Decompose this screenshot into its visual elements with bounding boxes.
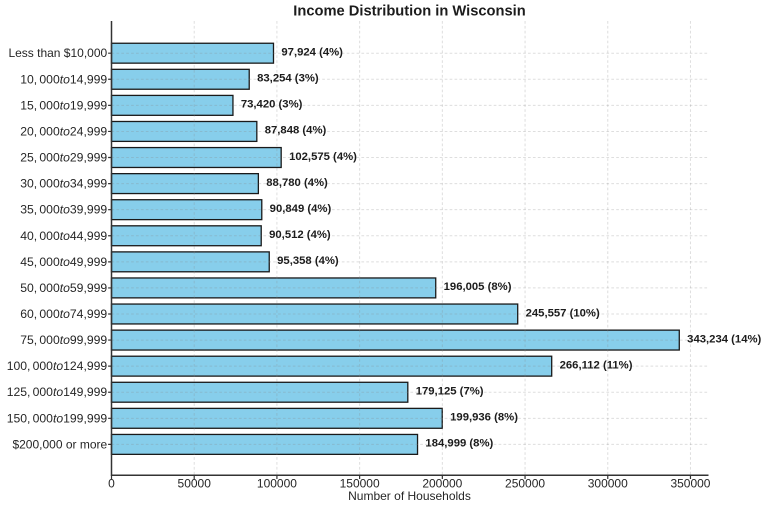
- svg-text:300000: 300000: [588, 477, 628, 491]
- svg-text:184,999 (8%): 184,999 (8%): [425, 438, 493, 450]
- svg-text:100,000to124,999: 100, 000to124,999: [7, 359, 108, 373]
- svg-text:95,358 (4%): 95,358 (4%): [277, 255, 339, 267]
- svg-text:350000: 350000: [670, 477, 710, 491]
- svg-text:0: 0: [108, 477, 115, 491]
- svg-text:87,848 (4%): 87,848 (4%): [265, 125, 327, 137]
- svg-text:83,254 (3%): 83,254 (3%): [257, 73, 319, 85]
- svg-text:73,420 (3%): 73,420 (3%): [241, 99, 303, 111]
- svg-text:100000: 100000: [257, 477, 297, 491]
- svg-text:45,000to49,999: 45, 000to49,999: [20, 255, 107, 269]
- svg-text:266,112 (11%): 266,112 (11%): [560, 359, 633, 371]
- svg-text:200000: 200000: [422, 477, 462, 491]
- svg-text:150,000to199,999: 150, 000to199,999: [7, 411, 108, 425]
- svg-text:199,936 (8%): 199,936 (8%): [450, 412, 518, 424]
- svg-text:125,000to149,999: 125, 000to149,999: [7, 385, 108, 399]
- svg-text:343,234 (14%): 343,234 (14%): [687, 333, 761, 345]
- svg-text:90,849 (4%): 90,849 (4%): [270, 203, 332, 215]
- svg-text:97,924 (4%): 97,924 (4%): [281, 47, 343, 59]
- svg-text:50,000to59,999: 50, 000to59,999: [20, 281, 107, 295]
- svg-text:88,780 (4%): 88,780 (4%): [266, 177, 328, 189]
- svg-text:250000: 250000: [505, 477, 545, 491]
- svg-text:10,000to14,999: 10, 000to14,999: [20, 72, 107, 86]
- svg-text:179,125 (7%): 179,125 (7%): [416, 386, 484, 398]
- svg-text:150000: 150000: [340, 477, 380, 491]
- svg-text:60,000to74,999: 60, 000to74,999: [20, 307, 107, 321]
- svg-text:196,005 (8%): 196,005 (8%): [444, 281, 512, 293]
- svg-text:50000: 50000: [178, 477, 212, 491]
- svg-text:102,575 (4%): 102,575 (4%): [289, 151, 357, 163]
- svg-text:35,000to39,999: 35, 000to39,999: [20, 203, 107, 217]
- svg-text:75,000to99,999: 75, 000to99,999: [20, 333, 107, 347]
- svg-text:40,000to44,999: 40, 000to44,999: [20, 229, 107, 243]
- svg-text:$200,000 or more: $200,000 or more: [12, 437, 107, 451]
- svg-text:90,512 (4%): 90,512 (4%): [269, 229, 331, 241]
- svg-text:20,000to24,999: 20, 000to24,999: [20, 124, 107, 138]
- svg-text:Less than $10,000: Less than $10,000: [8, 46, 107, 60]
- svg-text:Income Distribution in Wiscons: Income Distribution in Wisconsin: [293, 3, 525, 19]
- svg-text:245,557 (10%): 245,557 (10%): [526, 307, 600, 319]
- svg-text:15,000to19,999: 15, 000to19,999: [20, 98, 107, 112]
- svg-text:30,000to34,999: 30, 000to34,999: [20, 177, 107, 191]
- svg-text:25,000to29,999: 25, 000to29,999: [20, 151, 107, 165]
- svg-text:Number of Households: Number of Households: [348, 489, 471, 503]
